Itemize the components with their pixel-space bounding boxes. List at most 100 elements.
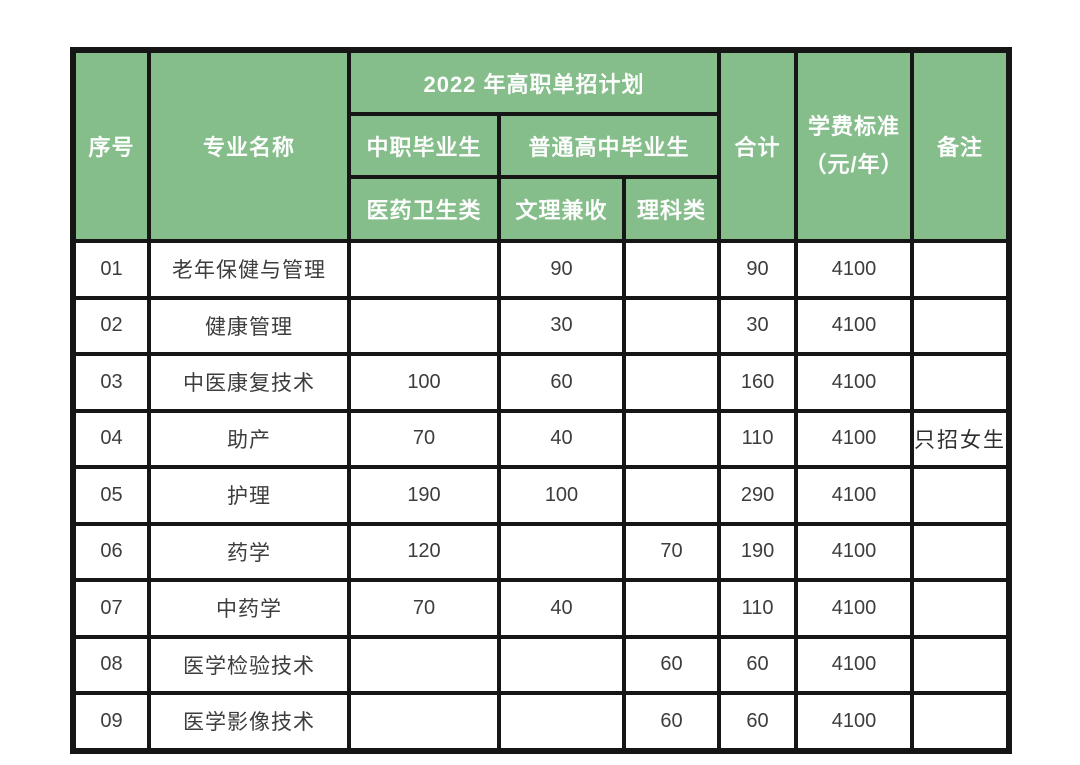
header-tuition-line2: （元/年） [804,152,904,177]
header-row-2: 中职毕业生 普通高中毕业生 [73,112,1009,179]
cell-arts-sciences [497,634,626,695]
cell-remark [910,465,1012,526]
cell-remark [910,295,1012,356]
cell-medical-health [347,691,501,753]
table-row: 08 医学检验技术 60 60 4100 [71,634,1012,695]
cell-arts-sciences: 40 [497,578,626,639]
cell-remark: 只招女生 [910,408,1012,469]
cell-serial: 01 [71,239,151,300]
cell-tuition: 4100 [794,634,915,695]
header-remarks: 备注 [910,48,1012,243]
cell-serial: 03 [71,352,151,413]
cell-total: 90 [717,239,799,300]
cell-arts-sciences: 60 [497,352,626,413]
cell-arts-sciences: 90 [497,239,626,300]
cell-medical-health: 120 [347,521,501,582]
header-medical-health: 医药卫生类 [347,175,501,243]
cell-remark [910,521,1012,582]
cell-science: 60 [621,691,722,753]
header-plan-title: 2022 年高职单招计划 [346,48,722,116]
cell-remark [910,239,1012,300]
header-serial: 序号 [71,48,151,243]
cell-arts-sciences: 40 [497,408,626,469]
cell-serial: 02 [71,295,151,356]
cell-serial: 09 [71,691,151,753]
cell-major: 护理 [147,465,351,526]
cell-medical-health: 100 [347,352,501,413]
cell-total: 290 [717,465,799,526]
header-major-name: 专业名称 [147,48,351,243]
cell-major: 医学影像技术 [147,691,351,753]
cell-science [621,295,722,356]
cell-arts-sciences: 100 [497,465,626,526]
cell-major: 老年保健与管理 [147,239,351,300]
header-total: 合计 [717,48,799,243]
cell-serial: 06 [71,521,151,582]
cell-tuition: 4100 [794,352,915,413]
table-row: 09 医学影像技术 60 60 4100 [71,691,1012,753]
cell-major: 助产 [147,408,351,469]
cell-tuition: 4100 [794,239,915,300]
header-tuition-line1: 学费标准 [808,114,901,139]
cell-major: 中药学 [147,578,351,639]
cell-arts-sciences [497,521,626,582]
cell-medical-health: 70 [347,578,501,639]
cell-arts-sciences [497,691,626,753]
cell-science: 60 [621,634,722,695]
cell-total: 110 [717,578,799,639]
header-secondary-vocational: 中职毕业生 [347,112,501,179]
cell-tuition: 4100 [794,465,915,526]
cell-major: 药学 [147,521,351,582]
cell-tuition: 4100 [794,691,915,753]
plan-table-body: 01 老年保健与管理 90 90 4100 02 健康管理 30 30 4100 03 中医康复技术 1… [71,239,1012,753]
header-arts-sciences: 文理兼收 [497,175,626,243]
cell-medical-health: 70 [347,408,501,469]
table-row: 07 中药学 70 40 110 4100 [71,578,1012,639]
header-tuition: 学费标准 （元/年） [794,48,915,243]
table-row: 02 健康管理 30 30 4100 [71,295,1012,356]
cell-tuition: 4100 [794,295,915,356]
cell-science: 70 [621,521,722,582]
enrollment-plan-table: 序号 专业名称 2022 年高职单招计划 合计 学费标准 （元/年） 备注 中职… [70,47,1013,754]
table-row: 05 护理 190 100 290 4100 [71,465,1012,526]
cell-remark [910,578,1012,639]
table-row: 04 助产 70 40 110 4100 只招女生 [71,408,1012,469]
table-row: 01 老年保健与管理 90 90 4100 [71,239,1012,300]
cell-serial: 07 [71,578,151,639]
table-row: 03 中医康复技术 100 60 160 4100 [71,352,1012,413]
cell-medical-health [347,239,501,300]
table-header: 序号 专业名称 2022 年高职单招计划 合计 学费标准 （元/年） 备注 中职… [71,48,1012,243]
header-regular-high-school: 普通高中毕业生 [496,112,722,179]
header-row-1: 序号 专业名称 2022 年高职单招计划 合计 学费标准 （元/年） 备注 [71,48,1012,243]
cell-tuition: 4100 [794,521,915,582]
cell-total: 60 [717,634,799,695]
cell-total: 160 [717,352,799,413]
cell-science [621,352,722,413]
header-science: 理科类 [621,175,722,243]
cell-major: 医学检验技术 [147,634,351,695]
cell-remark [910,352,1012,413]
cell-remark [910,691,1012,753]
cell-serial: 04 [71,408,151,469]
cell-remark [910,634,1012,695]
cell-science [621,408,722,469]
cell-total: 190 [717,521,799,582]
cell-serial: 05 [71,465,151,526]
cell-tuition: 4100 [794,408,915,469]
cell-major: 健康管理 [147,295,351,356]
cell-science [621,239,722,300]
cell-science [621,578,722,639]
table-row: 06 药学 120 70 190 4100 [71,521,1012,582]
cell-major: 中医康复技术 [147,352,351,413]
cell-total: 30 [717,295,799,356]
cell-serial: 08 [71,634,151,695]
cell-medical-health: 190 [347,465,501,526]
cell-tuition: 4100 [794,578,915,639]
cell-total: 60 [717,691,799,753]
cell-medical-health [347,295,501,356]
cell-total: 110 [717,408,799,469]
cell-arts-sciences: 30 [497,295,626,356]
cell-science [621,465,722,526]
cell-medical-health [347,634,501,695]
